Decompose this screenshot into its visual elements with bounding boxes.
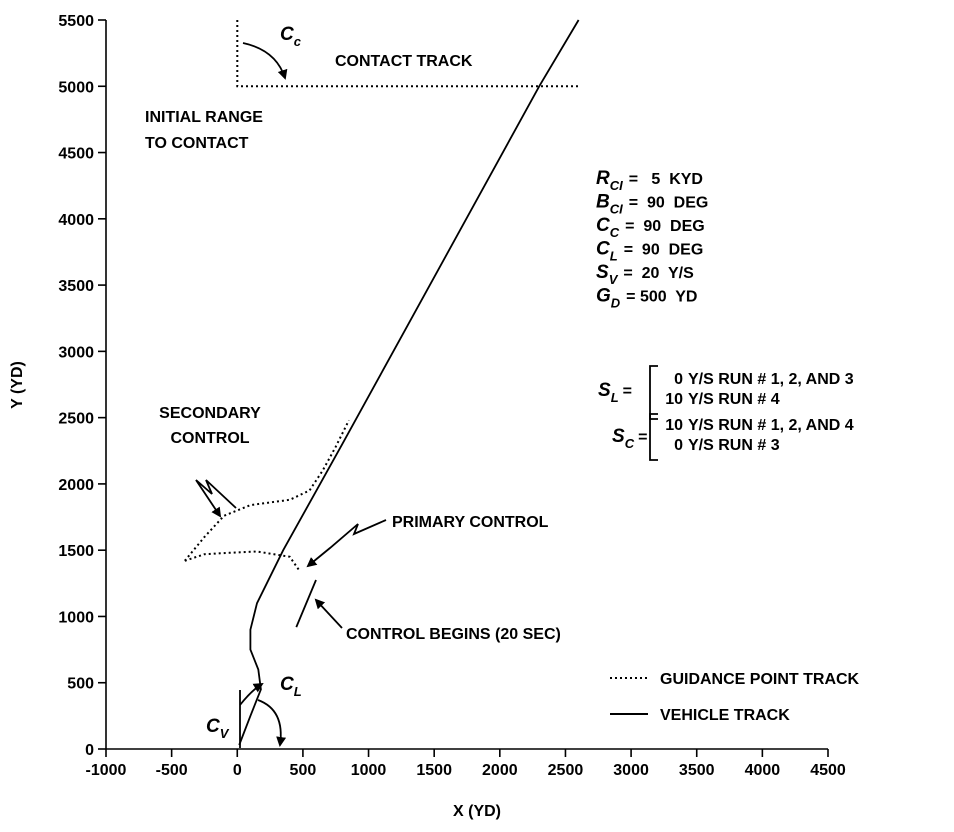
angle-label: CL <box>280 674 302 699</box>
annotation: CONTACT TRACK <box>335 53 473 70</box>
subscript: C <box>610 225 620 240</box>
run-symbol: SL = <box>598 380 632 405</box>
angle-label: Cc <box>280 24 302 49</box>
parameter-value: = 90 DEG <box>625 218 705 235</box>
y-tick-label: 500 <box>67 676 94 693</box>
subscript: L <box>611 390 619 405</box>
x-tick-label: -1000 <box>86 762 127 779</box>
parameter: GD = 500 YD <box>596 286 697 311</box>
symbol: C <box>280 24 294 45</box>
run-number: 10 <box>665 391 683 408</box>
subscript: CI <box>610 202 623 217</box>
legend-label: GUIDANCE POINT TRACK <box>660 671 860 688</box>
symbol: R <box>596 168 610 189</box>
y-tick-label: 1500 <box>58 543 94 560</box>
annotation: CONTROL BEGINS (20 SEC) <box>346 626 561 643</box>
run-text: Y/S RUN # 1, 2, AND 4 <box>688 417 854 434</box>
y-tick-label: 4500 <box>58 146 94 163</box>
pointer-arrow <box>314 598 343 629</box>
y-axis-label: Y (YD) <box>9 361 26 409</box>
x-tick-label: 2000 <box>482 762 518 779</box>
symbol: S <box>598 380 611 401</box>
subscript: c <box>294 34 302 49</box>
symbol: C <box>206 716 220 737</box>
y-tick-label: 0 <box>85 742 94 759</box>
parameter: CL = 90 DEG <box>596 239 703 264</box>
run-text: Y/S RUN # 3 <box>688 437 780 454</box>
x-tick-label: -500 <box>156 762 188 779</box>
parameter: SV = 20 Y/S <box>596 262 694 287</box>
annotation: INITIAL RANGE <box>145 109 263 126</box>
y-tick-label: 4000 <box>58 212 94 229</box>
x-tick-label: 500 <box>290 762 317 779</box>
parameter-value: = 20 Y/S <box>623 265 694 282</box>
y-tick-label: 3500 <box>58 278 94 295</box>
annotation: PRIMARY CONTROL <box>392 514 549 531</box>
run-number: 10 <box>665 417 683 434</box>
equals: = <box>638 429 647 446</box>
annotation: TO CONTACT <box>145 135 249 152</box>
subscript: C <box>625 436 635 451</box>
x-tick-label: 3500 <box>679 762 715 779</box>
equals: = <box>623 383 632 400</box>
symbol: C <box>280 674 294 695</box>
legend-label: VEHICLE TRACK <box>660 707 790 724</box>
run-symbol: SC = <box>612 426 647 451</box>
x-tick-label: 2500 <box>548 762 584 779</box>
parameter-value: = 90 DEG <box>624 242 704 259</box>
symbol: G <box>596 286 611 307</box>
angle-label: CV <box>206 716 230 741</box>
y-tick-label: 3000 <box>58 344 94 361</box>
pointer-arrow <box>195 479 237 518</box>
subscript: D <box>611 296 621 311</box>
run-text: Y/S RUN # 4 <box>688 391 780 408</box>
parameter-value: = 500 YD <box>626 289 697 306</box>
subscript: V <box>220 726 230 741</box>
run-number: 0 <box>674 437 683 454</box>
parameter: BCI = 90 DEG <box>596 192 708 217</box>
symbol: B <box>596 192 610 213</box>
subscript: L <box>294 684 302 699</box>
run-number: 0 <box>674 371 683 388</box>
y-tick-label: 5000 <box>58 79 94 96</box>
parameter: RCI = 5 KYD <box>596 168 703 193</box>
symbol: C <box>596 239 610 260</box>
control-begins-marker <box>295 579 317 628</box>
x-tick-label: 3000 <box>613 762 649 779</box>
parameter: CC = 90 DEG <box>596 215 705 240</box>
run-text: Y/S RUN # 1, 2, AND 3 <box>688 371 854 388</box>
x-tick-label: 1000 <box>351 762 387 779</box>
annotation: CONTROL <box>170 430 249 447</box>
symbol: S <box>596 262 609 283</box>
subscript: V <box>609 272 619 287</box>
x-axis-label: X (YD) <box>453 803 501 820</box>
subscript: CI <box>610 178 623 193</box>
y-tick-label: 5500 <box>58 13 94 30</box>
x-tick-label: 0 <box>233 762 242 779</box>
y-tick-label: 2500 <box>58 411 94 428</box>
bracket <box>649 413 658 461</box>
annotation: SECONDARY <box>159 405 261 422</box>
y-tick-label: 2000 <box>58 477 94 494</box>
x-tick-label: 4500 <box>810 762 846 779</box>
angle-arc <box>242 42 288 80</box>
series-line <box>184 419 350 571</box>
parameter-value: = 90 DEG <box>629 195 709 212</box>
angle-arc <box>257 699 287 747</box>
y-tick-label: 1000 <box>58 609 94 626</box>
pointer-arrow <box>306 519 387 568</box>
series-line <box>238 19 580 746</box>
x-tick-label: 4000 <box>745 762 781 779</box>
contact-track <box>236 20 579 88</box>
subscript: L <box>610 249 618 264</box>
parameter-value: = 5 KYD <box>629 171 703 188</box>
symbol: S <box>612 426 625 447</box>
bracket <box>649 365 658 420</box>
symbol: C <box>596 215 610 236</box>
x-tick-label: 1500 <box>416 762 452 779</box>
